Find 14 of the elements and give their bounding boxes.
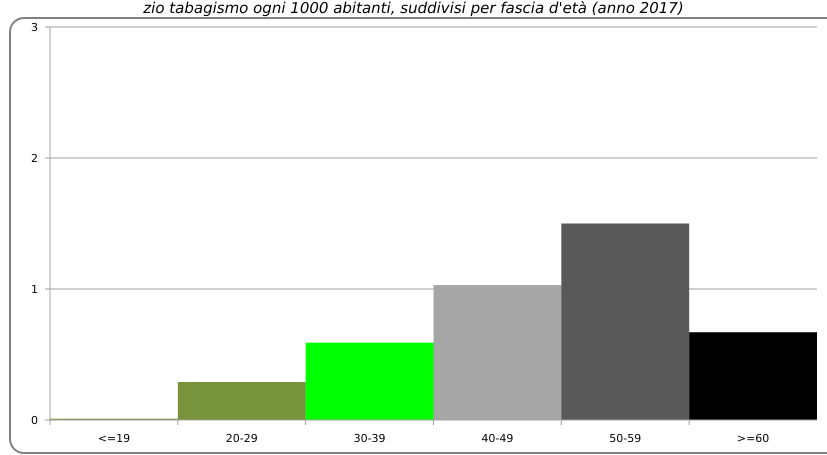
- x-tick-label: 50-59: [609, 432, 642, 445]
- y-tick-label: 3: [31, 20, 38, 34]
- y-tick-label: 0: [31, 414, 38, 427]
- x-tick-label: <=19: [98, 432, 130, 445]
- bar: [689, 332, 817, 420]
- y-tick-label: 2: [31, 152, 38, 165]
- bar: [306, 342, 434, 420]
- x-tick-label: >=60: [736, 432, 770, 445]
- x-tick-label: 20-29: [226, 432, 258, 445]
- x-tick-label: 30-39: [354, 432, 386, 445]
- chart-title: zio tabagismo ogni 1000 abitanti, suddivisi per fascia d'età (anno 2017): [142, 0, 684, 17]
- x-tick-label: 40-49: [481, 432, 514, 445]
- bar: [561, 224, 690, 420]
- y-tick-label: 1: [31, 282, 38, 296]
